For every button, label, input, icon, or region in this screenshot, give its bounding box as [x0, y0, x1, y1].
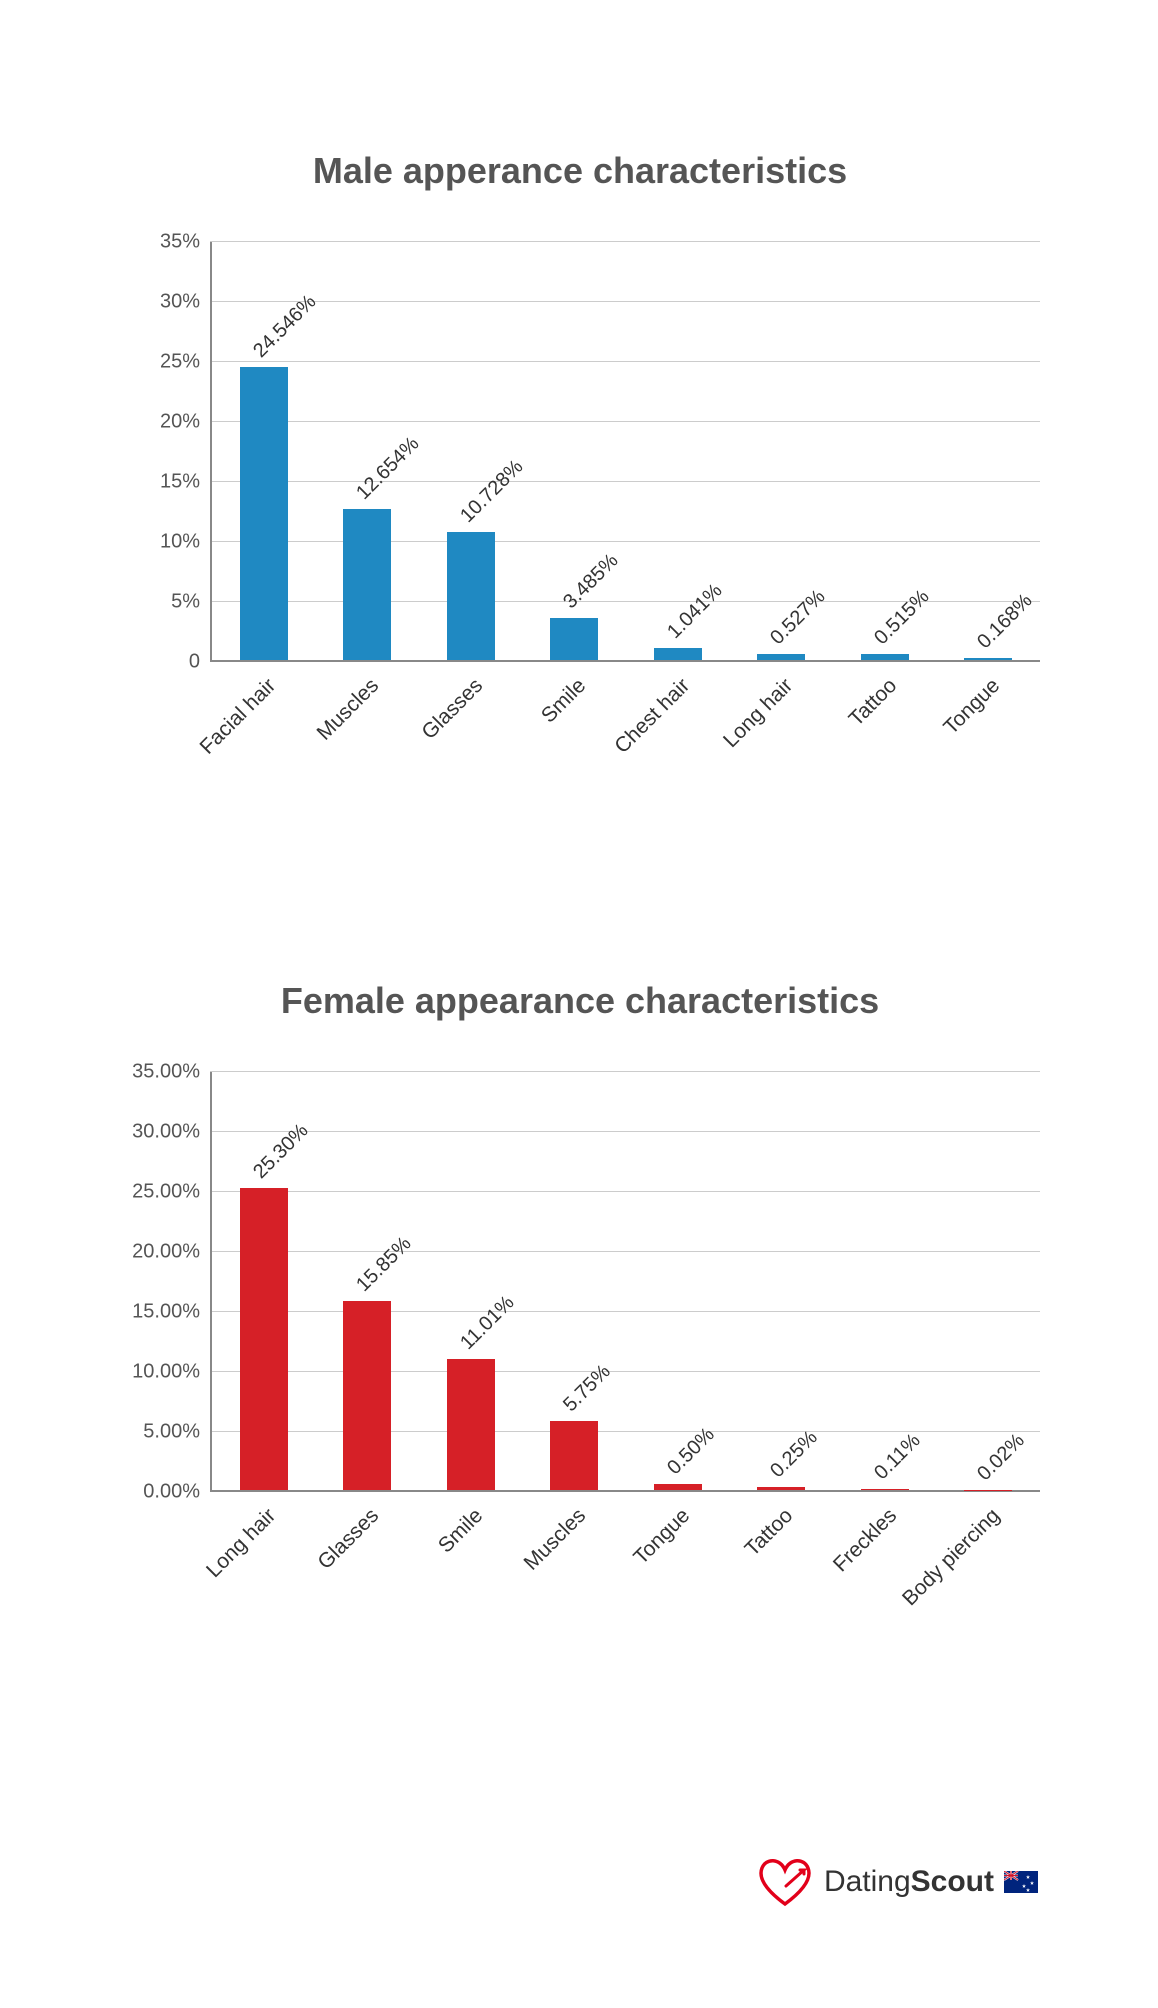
bar-slot: 0.50%: [626, 1072, 730, 1490]
bar: 5.75%: [550, 1421, 598, 1490]
x-category-label: Long hair: [202, 1504, 281, 1583]
bars-group: 25.30%15.85%11.01%5.75%0.50%0.25%0.11%0.…: [212, 1072, 1040, 1490]
x-category-label: Tongue: [940, 674, 1006, 740]
bar-slot: 1.041%: [626, 242, 730, 660]
x-category-label: Muscles: [520, 1504, 591, 1575]
bar: 25.30%: [240, 1188, 288, 1490]
bar-slot: 11.01%: [419, 1072, 523, 1490]
x-category-label: Tongue: [629, 1504, 695, 1570]
x-category-label: Tattoo: [844, 674, 901, 731]
bar: 0.50%: [654, 1484, 702, 1490]
bar-slot: 0.527%: [730, 242, 834, 660]
y-tick-label: 10.00%: [100, 1361, 200, 1384]
bar-value-label: 24.546%: [249, 291, 321, 363]
x-category-label: Freckles: [829, 1504, 902, 1577]
bar: 24.546%: [240, 367, 288, 660]
bar: 15.85%: [343, 1301, 391, 1490]
flag-icon: [1004, 1871, 1038, 1893]
x-category-label: Smile: [434, 1504, 488, 1558]
bar: 11.01%: [447, 1359, 495, 1490]
bar-value-label: 25.30%: [249, 1119, 313, 1183]
x-category-label: Tattoo: [741, 1504, 798, 1561]
y-tick-label: 35.00%: [100, 1061, 200, 1084]
plot-area: 25.30%15.85%11.01%5.75%0.50%0.25%0.11%0.…: [210, 1072, 1040, 1492]
bar-value-label: 12.654%: [352, 433, 424, 505]
bar-value-label: 0.11%: [870, 1429, 925, 1484]
bar-value-label: 0.168%: [973, 590, 1037, 654]
bar-value-label: 15.85%: [352, 1232, 416, 1296]
x-category-label: Glasses: [314, 1504, 385, 1575]
bar: 10.728%: [447, 532, 495, 660]
plot-area: 24.546%12.654%10.728%3.485%1.041%0.527%0…: [210, 242, 1040, 662]
bar-slot: 3.485%: [523, 242, 627, 660]
male-chart-container: Male apperance characteristics05%10%15%2…: [100, 150, 1060, 662]
x-category-label: Glasses: [417, 674, 488, 745]
bar-slot: 12.654%: [316, 242, 420, 660]
bar-slot: 0.02%: [937, 1072, 1041, 1490]
y-tick-label: 35%: [100, 231, 200, 254]
y-tick-label: 0.00%: [100, 1481, 200, 1504]
bar: 0.515%: [861, 654, 909, 660]
bar: 0.527%: [757, 654, 805, 660]
bar-slot: 0.168%: [937, 242, 1041, 660]
bar-slot: 10.728%: [419, 242, 523, 660]
bar: 12.654%: [343, 509, 391, 660]
female-chart-container: Female appearance characteristics 0.00%5.…: [100, 980, 1060, 1492]
bar-value-label: 0.527%: [766, 585, 830, 649]
y-tick-label: 30.00%: [100, 1121, 200, 1144]
bar-slot: 0.11%: [833, 1072, 937, 1490]
x-category-label: Chest hair: [610, 674, 695, 759]
bar-slot: 0.515%: [833, 242, 937, 660]
bar-value-label: 0.50%: [663, 1423, 719, 1479]
brand-prefix: Dating: [824, 1865, 911, 1898]
chart-area: 0.00%5.00%10.00%15.00%20.00%25.00%30.00%…: [210, 1072, 1040, 1492]
y-tick-label: 15.00%: [100, 1301, 200, 1324]
chart-title: Female appearance characteristics: [100, 980, 1060, 1022]
y-tick-label: 30%: [100, 291, 200, 314]
y-tick-label: 5.00%: [100, 1421, 200, 1444]
x-category-label: Long hair: [719, 674, 798, 753]
bar: 1.041%: [654, 648, 702, 660]
bar-slot: 15.85%: [316, 1072, 420, 1490]
brand-suffix: Scout: [911, 1865, 994, 1898]
bar-slot: 5.75%: [523, 1072, 627, 1490]
bar-value-label: 5.75%: [559, 1361, 615, 1417]
chart-title: Male apperance characteristics: [100, 150, 1060, 192]
x-category-label: Muscles: [313, 674, 384, 745]
bar: 0.168%: [964, 658, 1012, 660]
x-category-label: Body piercing: [898, 1504, 1005, 1611]
y-tick-label: 5%: [100, 591, 200, 614]
x-category-label: Facial hair: [195, 674, 280, 759]
bar-value-label: 0.515%: [870, 585, 934, 649]
bar-slot: 0.25%: [730, 1072, 834, 1490]
y-tick-label: 20.00%: [100, 1241, 200, 1264]
chart-area: 05%10%15%20%25%30%35%24.546%12.654%10.72…: [210, 242, 1040, 662]
bar-value-label: 1.041%: [663, 579, 727, 643]
y-tick-label: 20%: [100, 411, 200, 434]
bar: 0.25%: [757, 1487, 805, 1490]
bar-value-label: 0.02%: [973, 1429, 1029, 1485]
bar: 3.485%: [550, 618, 598, 660]
y-tick-label: 25.00%: [100, 1181, 200, 1204]
y-tick-label: 0: [100, 651, 200, 674]
bars-group: 24.546%12.654%10.728%3.485%1.041%0.527%0…: [212, 242, 1040, 660]
y-tick-label: 25%: [100, 351, 200, 374]
bar: 0.11%: [861, 1489, 909, 1490]
bar-value-label: 11.01%: [456, 1291, 519, 1354]
y-tick-label: 15%: [100, 471, 200, 494]
footer-logo: DatingScout: [756, 1856, 1038, 1908]
bar-value-label: 10.728%: [456, 456, 528, 528]
x-category-label: Smile: [537, 674, 591, 728]
bar-slot: 25.30%: [212, 1072, 316, 1490]
bar-value-label: 3.485%: [559, 550, 623, 614]
brand-text: DatingScout: [824, 1865, 994, 1899]
heart-icon: [756, 1856, 814, 1908]
y-tick-label: 10%: [100, 531, 200, 554]
bar-slot: 24.546%: [212, 242, 316, 660]
bar-value-label: 0.25%: [766, 1426, 822, 1482]
